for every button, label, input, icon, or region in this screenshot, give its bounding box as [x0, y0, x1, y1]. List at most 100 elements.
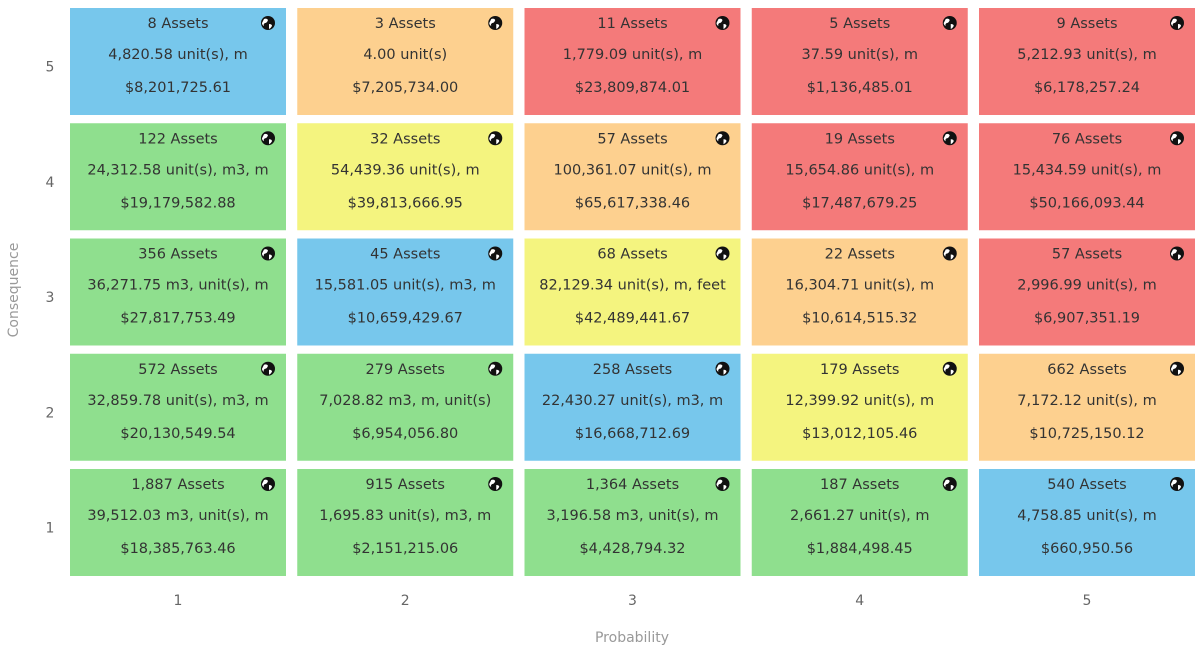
matrix-cell	[297, 238, 514, 346]
quantity: 7,028.82 m3, m, unit(s)	[319, 393, 491, 409]
cost: $1,884,498.45	[807, 541, 913, 557]
quantity: 4.00 unit(s)	[363, 47, 447, 63]
globe-land	[943, 479, 954, 490]
globe-land	[262, 479, 272, 490]
asset-count: 572 Assets	[138, 362, 217, 378]
quantity: 36,271.75 m3, unit(s), m	[87, 278, 268, 294]
matrix-cell	[979, 238, 1195, 346]
matrix-cell	[70, 8, 286, 115]
quantity: 2,661.27 unit(s), m	[790, 508, 930, 524]
matrix-cell	[979, 469, 1195, 576]
globe-land	[716, 18, 727, 29]
asset-count: 22 Assets	[825, 247, 895, 263]
x-tick-label: 5	[1083, 593, 1092, 609]
globe-land	[262, 18, 272, 29]
y-tick-label: 5	[46, 60, 55, 76]
cost: $6,954,056.80	[352, 426, 458, 442]
globe-land	[716, 249, 727, 260]
globe-land	[489, 364, 500, 375]
matrix-cell	[751, 123, 968, 231]
matrix-cell	[70, 469, 286, 576]
matrix-cell	[70, 353, 286, 461]
quantity: 100,361.07 unit(s), m	[554, 162, 712, 178]
globe-land	[716, 479, 727, 490]
cost: $1,136,485.01	[807, 80, 913, 96]
y-tick-label: 1	[46, 521, 55, 537]
matrix-cell	[751, 8, 968, 115]
asset-count: 68 Assets	[597, 247, 667, 263]
asset-count: 662 Assets	[1047, 362, 1126, 378]
asset-count: 279 Assets	[366, 362, 445, 378]
asset-count: 1,887 Assets	[131, 477, 224, 493]
globe-land	[489, 133, 500, 145]
cost: $19,179,582.88	[120, 195, 235, 211]
asset-count: 915 Assets	[366, 477, 445, 493]
globe-land	[716, 364, 727, 375]
asset-count: 1,364 Assets	[586, 477, 679, 493]
cost: $13,012,105.46	[802, 426, 917, 442]
quantity: 39,512.03 m3, unit(s), m	[87, 508, 268, 524]
asset-count: 57 Assets	[597, 131, 667, 147]
asset-count: 258 Assets	[593, 362, 672, 378]
globe-land	[1171, 364, 1181, 375]
asset-count: 9 Assets	[1056, 16, 1117, 32]
globe-land	[943, 249, 954, 260]
quantity: 4,820.58 unit(s), m	[108, 47, 248, 63]
asset-count: 356 Assets	[138, 247, 217, 263]
quantity: 1,779.09 unit(s), m	[563, 47, 703, 63]
quantity: 82,129.34 unit(s), m, feet	[539, 278, 726, 294]
matrix-cell	[751, 353, 968, 461]
matrix-cell	[524, 469, 741, 576]
cost: $39,813,666.95	[348, 195, 463, 211]
matrix-cell	[297, 8, 514, 115]
asset-count: 179 Assets	[820, 362, 899, 378]
cost: $6,178,257.24	[1034, 80, 1140, 96]
globe-land	[262, 133, 272, 145]
globe-land	[489, 18, 500, 29]
x-tick-label: 1	[174, 593, 183, 609]
asset-count: 45 Assets	[370, 247, 440, 263]
y-axis-title: Consequence	[6, 243, 22, 338]
cost: $7,205,734.00	[352, 80, 458, 96]
globe-land	[943, 133, 954, 145]
matrix-cell	[979, 123, 1195, 231]
cost: $4,428,794.32	[579, 541, 685, 557]
asset-count: 57 Assets	[1052, 247, 1122, 263]
cost: $2,151,215.06	[352, 541, 458, 557]
globe-land	[1171, 133, 1181, 145]
quantity: 3,196.58 m3, unit(s), m	[546, 508, 718, 524]
asset-count: 32 Assets	[370, 131, 440, 147]
cost: $16,668,712.69	[575, 426, 690, 442]
quantity: 15,654.86 unit(s), m	[785, 162, 934, 178]
globe-land	[716, 133, 727, 145]
quantity: 4,758.85 unit(s), m	[1017, 508, 1157, 524]
matrix-cell	[70, 123, 286, 231]
matrix-cell	[297, 123, 514, 231]
x-tick-label: 4	[855, 593, 864, 609]
cost: $10,659,429.67	[348, 311, 463, 327]
matrix-cell	[524, 123, 741, 231]
matrix-cell	[979, 353, 1195, 461]
globe-land	[489, 249, 500, 260]
cost: $10,725,150.12	[1029, 426, 1144, 442]
quantity: 37.59 unit(s), m	[802, 47, 918, 63]
quantity: 5,212.93 unit(s), m	[1017, 47, 1157, 63]
cost: $10,614,515.32	[802, 311, 917, 327]
quantity: 15,434.59 unit(s), m	[1013, 162, 1162, 178]
globe-land	[262, 364, 272, 375]
matrix-cell	[751, 469, 968, 576]
matrix-cell	[70, 238, 286, 346]
cost: $27,817,753.49	[120, 311, 235, 327]
cost: $23,809,874.01	[575, 80, 690, 96]
globe-land	[489, 479, 500, 490]
quantity: 54,439.36 unit(s), m	[331, 162, 480, 178]
quantity: 1,695.83 unit(s), m3, m	[319, 508, 491, 524]
quantity: 24,312.58 unit(s), m3, m	[87, 162, 268, 178]
asset-count: 540 Assets	[1047, 477, 1126, 493]
asset-count: 19 Assets	[825, 131, 895, 147]
asset-count: 3 Assets	[375, 16, 436, 32]
quantity: 32,859.78 unit(s), m3, m	[87, 393, 268, 409]
globe-land	[943, 364, 954, 375]
cost: $660,950.56	[1041, 541, 1133, 557]
